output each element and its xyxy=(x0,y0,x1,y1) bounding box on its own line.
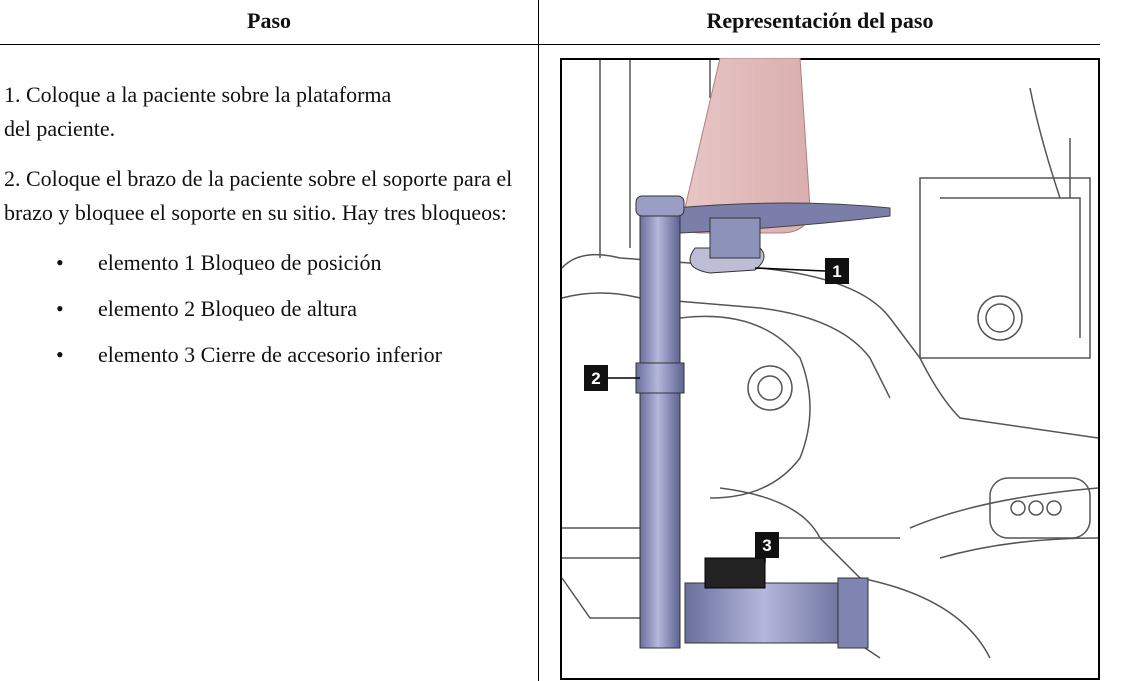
height-lock xyxy=(635,362,685,394)
callout-label: 2 xyxy=(591,369,600,388)
lock-list: elemento 1 Bloqueo de posición elemento … xyxy=(4,246,536,372)
rule xyxy=(538,0,539,681)
lock-item: elemento 1 Bloqueo de posición xyxy=(4,246,536,280)
step: 1. Coloque a la paciente sobre la plataf… xyxy=(4,82,392,141)
support-pole xyxy=(639,207,681,649)
callout-2: 2 xyxy=(584,365,640,391)
lock-item: elemento 3 Cierre de accesorio inferior xyxy=(4,338,443,372)
callout-1: 1 xyxy=(754,258,849,284)
rule xyxy=(0,44,1100,45)
lower-bracket xyxy=(684,582,861,644)
step: 2. Coloque el brazo de la paciente sobre… xyxy=(4,166,513,225)
callout-label: 3 xyxy=(762,536,771,555)
illustration: 1 2 3 xyxy=(560,58,1100,680)
step-text: 1. Coloque a la paciente sobre la plataf… xyxy=(4,78,536,384)
lock-item: elemento 2 Bloqueo de altura xyxy=(4,292,536,326)
column-header: Paso xyxy=(247,8,291,33)
column-header: Representación del paso xyxy=(706,8,934,33)
accessory-latch xyxy=(704,557,766,589)
callout-label: 1 xyxy=(832,262,841,281)
callout-3: 3 xyxy=(755,532,779,563)
